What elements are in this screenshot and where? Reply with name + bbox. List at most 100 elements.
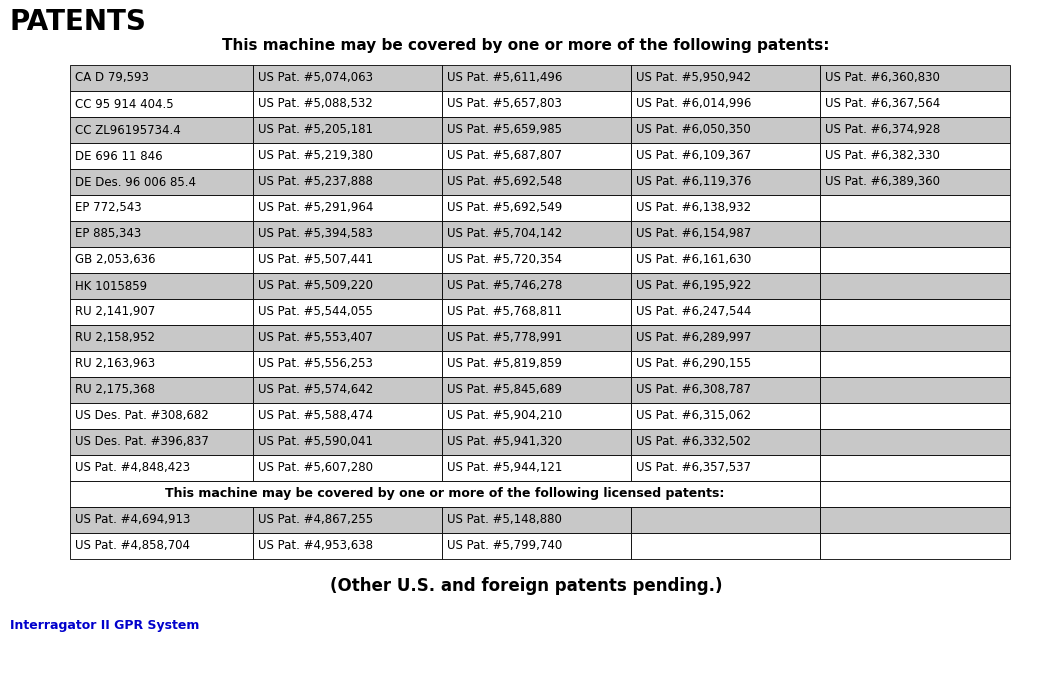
Bar: [254, 143, 442, 169]
Bar: [254, 273, 442, 299]
Text: US Pat. #5,944,121: US Pat. #5,944,121: [447, 462, 563, 475]
Bar: [254, 299, 442, 325]
Text: US Pat. #5,845,689: US Pat. #5,845,689: [447, 384, 562, 397]
Bar: [70, 403, 254, 429]
Text: US Pat. #5,074,063: US Pat. #5,074,063: [259, 71, 373, 84]
Text: US Pat. #5,720,354: US Pat. #5,720,354: [447, 253, 562, 266]
Text: EP 772,543: EP 772,543: [75, 202, 142, 215]
Bar: [254, 65, 442, 91]
Bar: [70, 429, 254, 455]
Bar: [442, 429, 631, 455]
Text: US Pat. #6,357,537: US Pat. #6,357,537: [636, 462, 751, 475]
Text: RU 2,141,907: RU 2,141,907: [75, 306, 156, 318]
Text: RU 2,158,952: RU 2,158,952: [75, 331, 155, 344]
Bar: [70, 455, 254, 481]
Text: US Pat. #6,389,360: US Pat. #6,389,360: [825, 175, 940, 189]
Text: US Pat. #5,219,380: US Pat. #5,219,380: [259, 149, 373, 162]
Text: US Pat. #6,154,987: US Pat. #6,154,987: [636, 227, 751, 240]
Bar: [70, 195, 254, 221]
Text: US Pat. #5,704,142: US Pat. #5,704,142: [447, 227, 563, 240]
Text: US Pat. #6,195,922: US Pat. #6,195,922: [636, 280, 751, 293]
Bar: [70, 507, 254, 533]
Bar: [254, 429, 442, 455]
Bar: [821, 481, 1010, 507]
Text: HK 1015859: HK 1015859: [75, 280, 147, 293]
Text: US Pat. #5,799,740: US Pat. #5,799,740: [447, 540, 563, 553]
Bar: [70, 325, 254, 351]
Bar: [442, 117, 631, 143]
Bar: [821, 169, 1010, 195]
Text: US Pat. #5,574,642: US Pat. #5,574,642: [259, 384, 373, 397]
Bar: [631, 533, 821, 559]
Text: US Pat. #6,014,996: US Pat. #6,014,996: [636, 98, 751, 111]
Bar: [254, 455, 442, 481]
Bar: [442, 533, 631, 559]
Text: US Pat. #6,247,544: US Pat. #6,247,544: [636, 306, 751, 318]
Bar: [631, 273, 821, 299]
Bar: [631, 403, 821, 429]
Bar: [70, 247, 254, 273]
Bar: [442, 169, 631, 195]
Bar: [821, 351, 1010, 377]
Text: US Pat. #5,819,859: US Pat. #5,819,859: [447, 358, 562, 371]
Text: US Pat. #5,746,278: US Pat. #5,746,278: [447, 280, 563, 293]
Text: RU 2,175,368: RU 2,175,368: [75, 384, 155, 397]
Text: US Pat. #5,148,880: US Pat. #5,148,880: [447, 513, 562, 526]
Bar: [442, 507, 631, 533]
Bar: [254, 195, 442, 221]
Text: US Pat. #6,315,062: US Pat. #6,315,062: [636, 409, 751, 422]
Text: US Pat. #6,161,630: US Pat. #6,161,630: [636, 253, 751, 266]
Bar: [631, 507, 821, 533]
Text: US Pat. #4,694,913: US Pat. #4,694,913: [75, 513, 190, 526]
Bar: [70, 221, 254, 247]
Bar: [442, 325, 631, 351]
Bar: [821, 91, 1010, 117]
Bar: [442, 65, 631, 91]
Text: US Pat. #5,950,942: US Pat. #5,950,942: [636, 71, 751, 84]
Text: DE Des. 96 006 85.4: DE Des. 96 006 85.4: [75, 175, 196, 189]
Text: US Pat. #5,659,985: US Pat. #5,659,985: [447, 124, 562, 136]
Bar: [70, 273, 254, 299]
Text: US Pat. #4,867,255: US Pat. #4,867,255: [259, 513, 373, 526]
Text: US Pat. #5,544,055: US Pat. #5,544,055: [259, 306, 373, 318]
Text: US Pat. #4,848,423: US Pat. #4,848,423: [75, 462, 190, 475]
Text: US Pat. #6,367,564: US Pat. #6,367,564: [825, 98, 940, 111]
Bar: [442, 455, 631, 481]
Bar: [631, 429, 821, 455]
Bar: [631, 143, 821, 169]
Text: US Pat. #6,332,502: US Pat. #6,332,502: [636, 435, 751, 449]
Bar: [821, 377, 1010, 403]
Text: US Pat. #5,692,548: US Pat. #5,692,548: [447, 175, 563, 189]
Text: CC 95 914 404.5: CC 95 914 404.5: [75, 98, 174, 111]
Text: US Pat. #6,289,997: US Pat. #6,289,997: [636, 331, 751, 344]
Text: GB 2,053,636: GB 2,053,636: [75, 253, 156, 266]
Text: US Pat. #5,607,280: US Pat. #5,607,280: [259, 462, 373, 475]
Bar: [821, 403, 1010, 429]
Text: US Pat. #5,768,811: US Pat. #5,768,811: [447, 306, 563, 318]
Bar: [442, 377, 631, 403]
Bar: [631, 455, 821, 481]
Text: US Pat. #6,050,350: US Pat. #6,050,350: [636, 124, 751, 136]
Text: US Des. Pat. #308,682: US Des. Pat. #308,682: [75, 409, 208, 422]
Text: US Pat. #5,507,441: US Pat. #5,507,441: [259, 253, 373, 266]
Bar: [442, 351, 631, 377]
Bar: [631, 195, 821, 221]
Bar: [70, 351, 254, 377]
Text: This machine may be covered by one or more of the following licensed patents:: This machine may be covered by one or mo…: [165, 488, 725, 500]
Bar: [631, 169, 821, 195]
Bar: [70, 169, 254, 195]
Text: US Pat. #5,590,041: US Pat. #5,590,041: [259, 435, 373, 449]
Text: US Pat. #6,308,787: US Pat. #6,308,787: [636, 384, 751, 397]
Bar: [631, 377, 821, 403]
Bar: [254, 533, 442, 559]
Bar: [442, 273, 631, 299]
Bar: [821, 221, 1010, 247]
Bar: [631, 91, 821, 117]
Bar: [442, 299, 631, 325]
Text: US Pat. #6,138,932: US Pat. #6,138,932: [636, 202, 751, 215]
Bar: [254, 117, 442, 143]
Text: US Pat. #5,291,964: US Pat. #5,291,964: [259, 202, 373, 215]
Text: EP 885,343: EP 885,343: [75, 227, 141, 240]
Bar: [442, 195, 631, 221]
Bar: [821, 429, 1010, 455]
